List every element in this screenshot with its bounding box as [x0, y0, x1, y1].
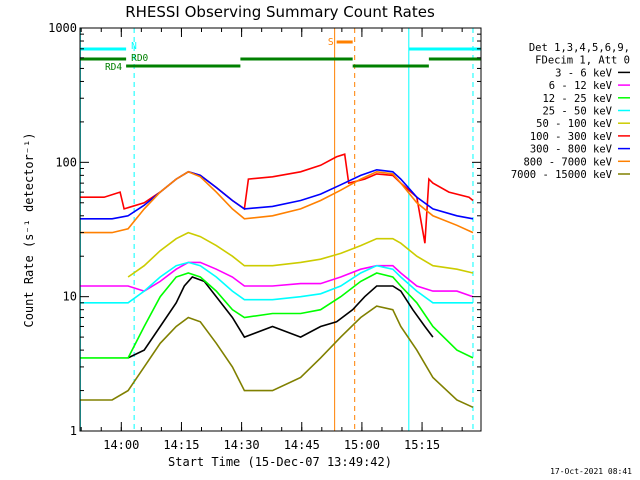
legend-header: Det 1,3,4,5,6,9,	[529, 42, 630, 54]
x-tick-label: 15:15	[404, 438, 440, 452]
observing-bars: N S RD0 RD4	[80, 37, 481, 73]
chart-title: RHESSI Observing Summary Count Rates	[125, 3, 435, 21]
x-tick-label: 14:45	[284, 438, 320, 452]
y-tick-label: 10	[63, 290, 77, 304]
x-tick-label: 14:15	[163, 438, 199, 452]
timestamp: 17-Oct-2021 08:41	[550, 467, 632, 476]
legend-label: 7000 - 15000 keV	[511, 169, 613, 181]
series-line-12-25-kev	[80, 272, 474, 359]
legend-label: 300 - 800 keV	[530, 144, 613, 156]
vertical-markers	[79, 28, 474, 431]
series-line-3-6-kev	[127, 276, 434, 359]
series-line-6-12-kev	[80, 261, 474, 298]
series-line-7000-15000-kev	[80, 305, 474, 409]
series-line-25-50-kev	[80, 261, 473, 304]
y-tick-label: 100	[55, 155, 77, 169]
legend-header: FDecim 1, Att 0	[535, 55, 630, 67]
legend-label: 6 - 12 keV	[549, 80, 613, 92]
legend-label: 12 - 25 keV	[542, 93, 612, 105]
series-line-800-7000-kev	[80, 170, 474, 234]
x-tick-label: 15:00	[344, 438, 380, 452]
series-lines	[80, 153, 474, 409]
y-tick-label: 1000	[48, 21, 77, 35]
legend-label: 800 - 7000 keV	[523, 156, 612, 168]
y-tick-label: 1	[70, 424, 77, 438]
legend-label: 50 - 100 keV	[536, 118, 613, 130]
bar-label-rd4: RD4	[105, 62, 122, 73]
plot-frame	[79, 27, 482, 432]
series-line-300-800-kev	[80, 168, 474, 220]
bar-label-s: S	[328, 37, 334, 48]
bar-label-n: N	[131, 41, 137, 52]
legend-label: 3 - 6 keV	[555, 67, 613, 79]
x-axis-label: Start Time (15-Dec-07 13:49:42)	[168, 455, 392, 469]
axes: 1 10 100 1000 14:00 14:15 14:30 14:45 15:00 15:15	[48, 21, 481, 452]
bar-label-rd0: RD0	[131, 53, 148, 64]
legend: Det 1,3,4,5,6,9,FDecim 1, Att 03 - 6 keV…	[511, 42, 630, 181]
x-tick-label: 14:30	[224, 438, 260, 452]
y-axis-label: Count Rate (s⁻¹ detector⁻¹)	[22, 132, 36, 327]
legend-label: 100 - 300 keV	[530, 131, 613, 143]
series-line-50-100-kev	[127, 231, 474, 278]
legend-label: 25 - 50 keV	[542, 106, 612, 118]
x-tick-label: 14:00	[103, 438, 139, 452]
